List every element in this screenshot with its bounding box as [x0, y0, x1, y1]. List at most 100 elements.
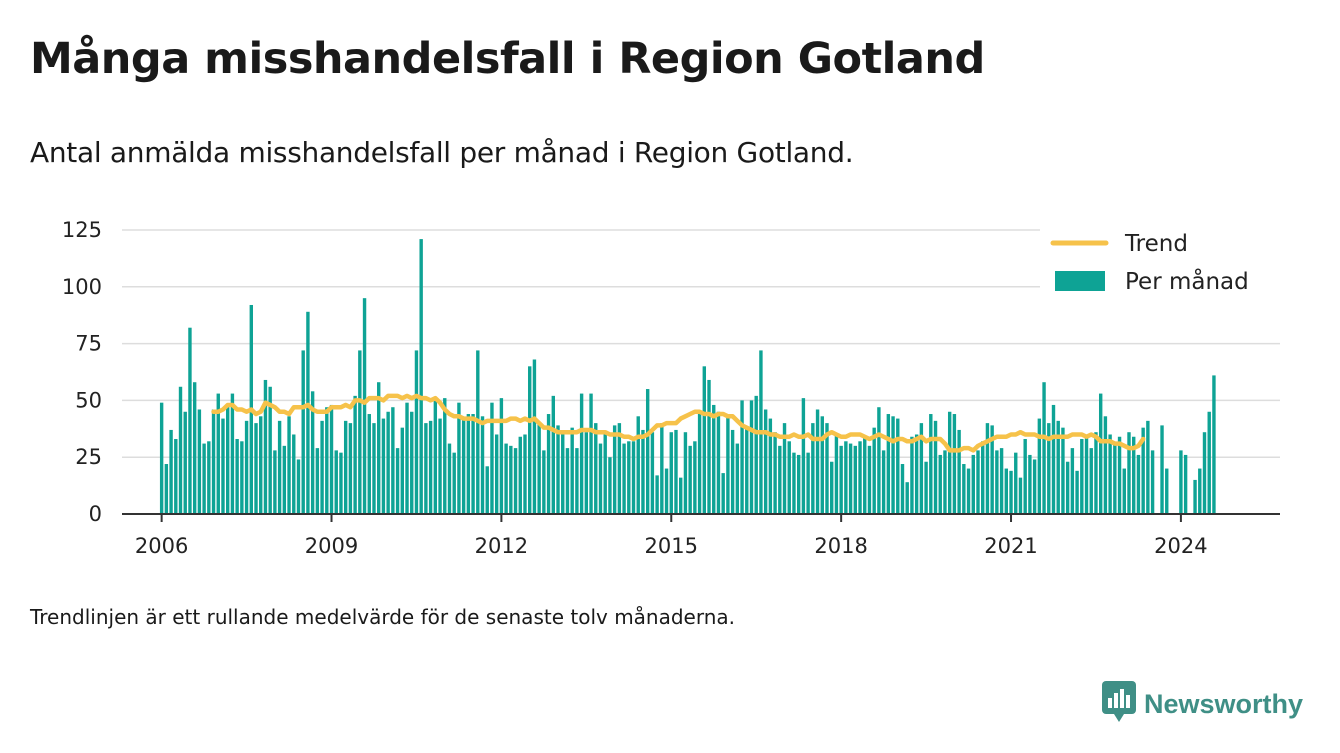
bar [1056, 420, 1060, 514]
bar [735, 443, 740, 514]
bar [259, 416, 263, 514]
bar [1075, 470, 1079, 514]
bar [551, 395, 555, 514]
bar [645, 389, 650, 514]
bar [1098, 393, 1103, 514]
bar [617, 423, 622, 514]
bar [509, 445, 513, 514]
bar [962, 464, 966, 514]
bar [863, 436, 867, 514]
bar [839, 445, 843, 514]
bar [844, 441, 848, 514]
bar [570, 427, 574, 514]
bar [664, 468, 669, 514]
bar [712, 404, 716, 514]
bar [1084, 436, 1089, 514]
bar [589, 393, 593, 514]
bar [594, 423, 598, 514]
chart-title: Många misshandelsfall i Region Gotland [30, 34, 985, 84]
bar [910, 436, 914, 514]
bar [315, 448, 320, 514]
bar [226, 407, 230, 514]
bar [608, 457, 612, 514]
bar [1193, 479, 1197, 514]
bar [1122, 468, 1126, 514]
bar [627, 441, 631, 514]
trend-line-group [211, 393, 1146, 453]
bar [726, 414, 730, 514]
bar [447, 443, 452, 514]
bar [1047, 423, 1051, 514]
bar [1127, 432, 1131, 514]
bar [914, 434, 919, 514]
newsworthy-logo-icon [1102, 681, 1136, 727]
bar [929, 414, 933, 514]
y-tick-label: 25 [75, 445, 102, 469]
bar [1080, 439, 1084, 514]
bar [386, 411, 390, 514]
bar [287, 416, 291, 514]
bar [669, 432, 673, 514]
bar [1212, 375, 1216, 514]
bar [235, 439, 239, 514]
bar [211, 409, 216, 514]
bar [952, 414, 957, 514]
bar [169, 429, 173, 514]
bar [230, 393, 235, 514]
bar [1202, 432, 1207, 514]
bar [565, 448, 570, 514]
bar [414, 350, 419, 514]
legend-trend-label: Trend [1124, 231, 1188, 257]
bar [561, 434, 565, 514]
x-tick-label: 2009 [305, 534, 358, 558]
bar [834, 434, 839, 514]
bar [192, 382, 197, 514]
bar [471, 414, 475, 514]
bar [631, 441, 636, 514]
bar [542, 450, 546, 514]
bar [296, 459, 301, 514]
bar [504, 443, 508, 514]
bar [806, 452, 810, 514]
x-axis-ticks: 2006 2009 2012 2015 2018 2021 2024 [135, 514, 1208, 558]
bar [603, 434, 607, 514]
bar [372, 423, 376, 514]
bar [981, 441, 985, 514]
bar [1160, 425, 1164, 514]
y-tick-label: 125 [62, 218, 102, 242]
bar [721, 473, 725, 514]
bar [1051, 404, 1056, 514]
bar [490, 402, 494, 514]
bar [1117, 436, 1122, 514]
bar [1089, 448, 1093, 514]
bar [622, 443, 626, 514]
bar [1018, 477, 1023, 514]
bar [1108, 434, 1112, 514]
bar [499, 398, 504, 514]
bar [457, 402, 461, 514]
bar [263, 379, 268, 514]
bar [900, 464, 905, 514]
bar [612, 425, 617, 514]
bar [853, 445, 858, 514]
bar [1004, 468, 1009, 514]
bar [768, 418, 773, 514]
bar [183, 411, 187, 514]
bar [452, 452, 456, 514]
bar [532, 359, 537, 514]
bar [419, 239, 423, 514]
brand[interactable]: Newsworthy [1102, 681, 1303, 727]
bar [556, 425, 560, 514]
bar [971, 454, 975, 514]
bar [966, 468, 971, 514]
bar [410, 411, 414, 514]
bar [867, 445, 872, 514]
bar [159, 402, 164, 514]
bar [443, 398, 447, 514]
bar [943, 450, 947, 514]
x-tick-label: 2024 [1154, 534, 1207, 558]
bar [282, 445, 287, 514]
bar [796, 454, 801, 514]
y-axis-ticks: 0 25 50 75 100 125 [62, 218, 102, 526]
bar [1179, 450, 1183, 514]
